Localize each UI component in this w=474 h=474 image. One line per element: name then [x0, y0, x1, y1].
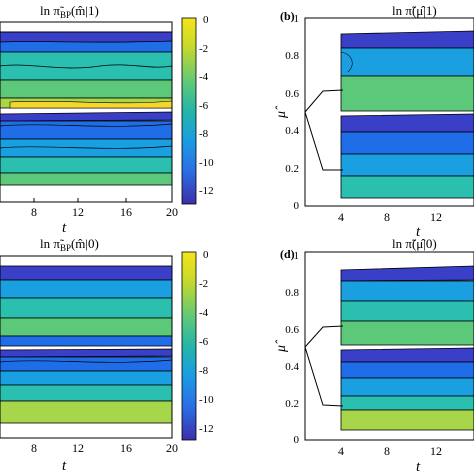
panel-d-x-tick: 8 [384, 444, 390, 458]
panel-d-y-label: μ̂ [274, 339, 289, 353]
colorbar-tick: -12 [199, 185, 214, 197]
panel-b-y-tick: 0.2 [285, 163, 299, 175]
colorbar-tick: -2 [199, 43, 208, 55]
panel-d-y-tick: 1 [294, 250, 300, 262]
panel-d-y-tick: 0.4 [285, 361, 299, 373]
panel-c-x-tick: 20 [166, 441, 178, 455]
colorbar-tick: -12 [199, 423, 214, 435]
panel-c-x-axis: 8 12 16 20 t [31, 441, 178, 474]
panel-d-x-axis: 4 8 12 t [338, 444, 442, 474]
panel-d-y-tick: 0.8 [285, 287, 299, 299]
panel-b-y-axis: 0 0.2 0.4 0.6 0.8 1 μ̂ [274, 13, 300, 212]
colorbar-tick: -10 [199, 157, 214, 169]
panel-c-x-tick: 12 [72, 441, 84, 455]
panel-d-y-tick: 0 [294, 434, 300, 446]
panel-d-x-tick: 4 [338, 444, 344, 458]
panel-a-contour-plot [0, 21, 173, 203]
panel-d-x-label: t [416, 459, 421, 474]
panel-d: (d) ln π̃(μ̂|0) 0 0.2 0.4 0.6 0.8 [274, 236, 474, 474]
panel-a-x-tick: 16 [120, 205, 132, 219]
panel-c-title: ln π̃BP(m̂|0) [40, 236, 99, 253]
panel-a-title: ln π̃BP(m̂|1) [40, 3, 99, 20]
panel-a-x-tick: 8 [31, 205, 37, 219]
colorbar-tick: -4 [199, 71, 209, 83]
panel-d-title: ln π̃(μ̂|0) [392, 236, 437, 251]
colorbar-tick: -8 [199, 128, 209, 140]
panel-b-title: ln π̃(μ̂|1) [392, 3, 437, 18]
panel-b-x-tick: 12 [430, 210, 442, 224]
panel-b-y-tick: 0.8 [285, 50, 299, 62]
panel-c-contour-plot [0, 255, 173, 439]
panel-d-y-tick: 0.6 [285, 324, 299, 336]
colorbar-tick: 0 [203, 249, 209, 261]
panel-b-x-label: t [416, 224, 421, 240]
panel-a-x-label: t [62, 220, 67, 236]
panel-d-y-axis: 0 0.2 0.4 0.6 0.8 1 μ̂ [274, 250, 300, 446]
panel-b-y-tick: 1 [294, 13, 300, 25]
panel-a-x-axis: 8 12 16 20 t [31, 198, 178, 236]
panel-d-y-tick: 0.2 [285, 398, 299, 410]
colorbar-tick: -4 [199, 307, 209, 319]
panel-d-contour-plot [304, 251, 474, 441]
colorbar-tick: -6 [199, 336, 209, 348]
colorbar-tick: -8 [199, 365, 209, 377]
panel-a-colorbar: 0 -2 -4 -6 -8 -10 -12 [181, 14, 214, 205]
panel-a-x-tick: 20 [166, 205, 178, 219]
panel-c-x-tick: 16 [120, 441, 132, 455]
panel-b-y-label: μ̂ [274, 105, 289, 119]
panel-b-y-tick: 0.6 [285, 88, 299, 100]
panel-a: ln π̃BP(m̂|1) 8 [0, 3, 214, 236]
colorbar-tick: -6 [199, 100, 209, 112]
panel-b-label: (b) [280, 9, 295, 23]
panel-b-y-tick: 0.4 [285, 125, 299, 137]
panel-b-x-tick: 4 [338, 210, 344, 224]
panel-c-colorbar: 0 -2 -4 -6 -8 -10 -12 [181, 249, 214, 441]
panel-c: ln π̃BP(m̂|0) 8 12 16 20 t [0, 236, 214, 474]
panel-b-contour-plot [304, 17, 474, 207]
panel-b-y-tick: 0 [294, 200, 300, 212]
panel-a-x-tick: 12 [72, 205, 84, 219]
panel-b: (b) ln π̃(μ̂|1) 0 0.2 0.4 0.6 0.8 [274, 3, 474, 240]
panel-b-x-axis: 4 8 12 t [338, 210, 442, 240]
panel-d-x-tick: 12 [430, 444, 442, 458]
panel-d-label: (d) [280, 247, 295, 261]
colorbar-tick: 0 [203, 14, 209, 26]
colorbar-tick: -10 [199, 394, 214, 406]
panel-b-x-tick: 8 [384, 210, 390, 224]
panel-c-x-label: t [62, 458, 67, 474]
panel-c-x-tick: 8 [31, 441, 37, 455]
colorbar-tick: -2 [199, 278, 208, 290]
